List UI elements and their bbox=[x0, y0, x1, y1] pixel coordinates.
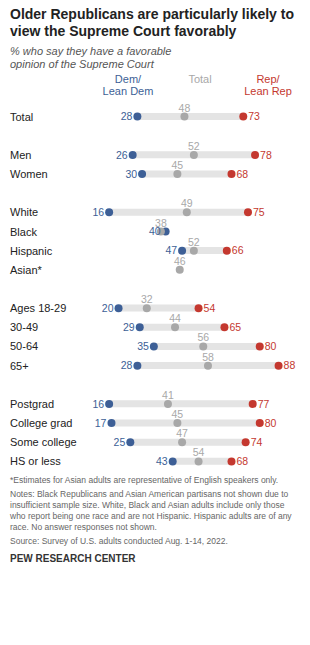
svg-text:Total: Total bbox=[10, 111, 33, 123]
html-text:Lean Dem: Lean Dem bbox=[102, 85, 154, 97]
svg-text:White: White bbox=[10, 206, 38, 218]
svg-text:Black: Black bbox=[10, 226, 37, 238]
svg-text:43: 43 bbox=[156, 455, 168, 467]
svg-text:54: 54 bbox=[204, 302, 216, 314]
svg-text:68: 68 bbox=[237, 168, 249, 180]
svg-text:Women: Women bbox=[10, 168, 48, 180]
html-text:Lean Rep: Lean Rep bbox=[244, 85, 292, 97]
svg-text:30: 30 bbox=[125, 168, 137, 180]
svg-text:25: 25 bbox=[114, 436, 126, 448]
svg-text:29: 29 bbox=[123, 321, 135, 333]
svg-text:30-49: 30-49 bbox=[10, 321, 38, 333]
html-text:Total: Total bbox=[188, 73, 212, 85]
svg-text:41: 41 bbox=[162, 389, 174, 401]
svg-text:44: 44 bbox=[169, 312, 181, 324]
svg-text:78: 78 bbox=[260, 149, 272, 161]
svg-text:75: 75 bbox=[253, 206, 265, 218]
html-text:Source: Survey of U.S. adults: Source: Survey of U.S. adults conducted … bbox=[10, 536, 228, 546]
svg-text:Ages 18-29: Ages 18-29 bbox=[10, 302, 66, 314]
svg-text:65: 65 bbox=[229, 321, 241, 333]
html-text:Notes: Black Republicans and A: Notes: Black Republicans and Asian Ameri… bbox=[10, 489, 292, 532]
svg-text:45: 45 bbox=[172, 408, 184, 420]
svg-text:46: 46 bbox=[174, 255, 186, 267]
svg-text:52: 52 bbox=[188, 236, 200, 248]
svg-text:40: 40 bbox=[148, 225, 161, 238]
svg-text:Hispanic: Hispanic bbox=[10, 245, 53, 257]
svg-text:16: 16 bbox=[92, 398, 104, 410]
html-text:% who say they have a favorabl: % who say they have a favorable opinion … bbox=[10, 45, 172, 70]
svg-text:58: 58 bbox=[202, 351, 214, 363]
svg-text:28: 28 bbox=[121, 359, 133, 371]
svg-text:54: 54 bbox=[193, 446, 205, 458]
svg-text:Asian*: Asian* bbox=[10, 264, 43, 276]
html-text:Dem/: Dem/ bbox=[114, 73, 142, 85]
svg-text:77: 77 bbox=[258, 398, 270, 410]
html-text:PEW RESEARCH CENTER: PEW RESEARCH CENTER bbox=[10, 553, 136, 564]
html-text:Older Republicans are particul: Older Republicans are particularly likel… bbox=[10, 6, 294, 39]
svg-text:48: 48 bbox=[179, 102, 191, 114]
svg-text:45: 45 bbox=[172, 159, 184, 171]
svg-text:80: 80 bbox=[265, 417, 277, 429]
svg-text:65+: 65+ bbox=[10, 360, 29, 372]
svg-text:74: 74 bbox=[251, 436, 263, 448]
svg-text:16: 16 bbox=[92, 206, 104, 218]
svg-text:68: 68 bbox=[237, 455, 249, 467]
svg-text:35: 35 bbox=[137, 340, 149, 352]
svg-text:80: 80 bbox=[265, 340, 277, 352]
svg-text:College grad: College grad bbox=[10, 417, 72, 429]
svg-text:HS or less: HS or less bbox=[10, 455, 61, 467]
html-text:*Estimates for Asian adults ar: *Estimates for Asian adults are represen… bbox=[10, 475, 279, 485]
svg-text:Men: Men bbox=[10, 149, 31, 161]
svg-text:Some college: Some college bbox=[10, 436, 77, 448]
svg-text:47: 47 bbox=[176, 427, 188, 439]
svg-text:73: 73 bbox=[248, 110, 260, 122]
svg-text:47: 47 bbox=[165, 244, 178, 257]
svg-text:50-64: 50-64 bbox=[10, 340, 38, 352]
svg-text:56: 56 bbox=[197, 331, 209, 343]
svg-text:32: 32 bbox=[141, 293, 153, 305]
svg-text:66: 66 bbox=[232, 244, 244, 256]
svg-text:Postgrad: Postgrad bbox=[10, 398, 54, 410]
svg-text:26: 26 bbox=[116, 149, 128, 161]
svg-text:88: 88 bbox=[284, 359, 296, 371]
svg-text:17: 17 bbox=[95, 417, 107, 429]
svg-text:28: 28 bbox=[121, 110, 133, 122]
svg-text:49: 49 bbox=[181, 197, 193, 209]
svg-text:20: 20 bbox=[102, 302, 114, 314]
html-text:Rep/: Rep/ bbox=[256, 73, 280, 85]
svg-text:52: 52 bbox=[188, 140, 200, 152]
svg-text:38: 38 bbox=[155, 217, 167, 229]
